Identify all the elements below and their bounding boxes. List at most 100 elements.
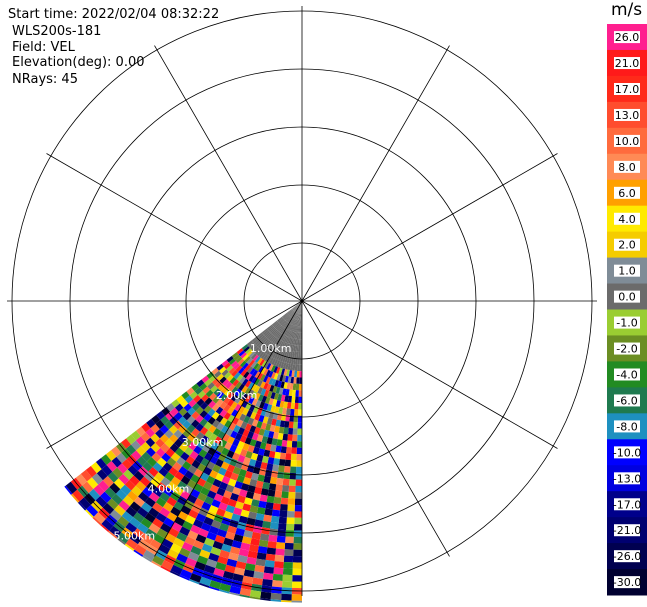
velocity-bin xyxy=(295,338,298,346)
elevation-text: Elevation(deg): 0.00 xyxy=(12,55,145,70)
velocity-bin xyxy=(299,358,302,365)
velocity-bin xyxy=(293,536,302,544)
velocity-bin xyxy=(262,337,268,344)
velocity-bin xyxy=(246,517,256,526)
velocity-bin xyxy=(209,484,219,494)
velocity-bin xyxy=(178,407,188,417)
velocity-bin xyxy=(251,376,258,384)
velocity-bin xyxy=(228,384,236,392)
velocity-bin xyxy=(293,524,302,531)
velocity-bin xyxy=(242,503,252,512)
velocity-bin xyxy=(278,458,286,466)
velocity-bin xyxy=(234,446,243,455)
velocity-bin xyxy=(127,464,139,476)
velocity-bin xyxy=(208,586,220,591)
velocity-bin xyxy=(269,424,276,433)
velocity-bin xyxy=(231,452,240,461)
velocity-bin xyxy=(82,481,94,494)
colorbar-label-bg xyxy=(614,342,640,355)
velocity-bin xyxy=(266,324,273,330)
velocity-bin xyxy=(280,348,285,355)
start-time-text: Start time: 2022/02/04 08:32:22 xyxy=(8,7,220,22)
velocity-bin xyxy=(299,377,302,384)
velocity-bin xyxy=(254,460,262,469)
velocity-bin xyxy=(166,512,178,523)
velocity-bin xyxy=(118,473,130,485)
range-ring-labels: 1.00km 2.00km 3.00km 4.00km 5.00km xyxy=(114,342,292,543)
velocity-bin xyxy=(258,414,265,423)
velocity-bin xyxy=(293,530,302,538)
velocity-bin xyxy=(270,522,279,530)
velocity-bin xyxy=(248,359,255,367)
velocity-bin xyxy=(152,555,165,566)
velocity-bin xyxy=(271,337,278,344)
velocity-bin xyxy=(268,398,274,406)
velocity-bin xyxy=(272,321,279,327)
velocity-bin xyxy=(281,341,286,349)
velocity-bin xyxy=(277,393,283,401)
velocity-bin xyxy=(292,325,295,332)
velocity-bin xyxy=(269,384,275,393)
velocity-bin xyxy=(109,509,122,521)
azimuth-line xyxy=(46,300,303,449)
velocity-bin xyxy=(253,426,261,435)
velocity-bin xyxy=(142,486,153,498)
velocity-bin xyxy=(240,509,250,518)
velocity-bin xyxy=(182,520,193,531)
velocity-bin xyxy=(164,420,174,430)
velocity-bin xyxy=(266,383,272,391)
velocity-bin xyxy=(233,363,240,370)
colorbar-label-bg xyxy=(614,83,640,96)
velocity-bin xyxy=(283,472,290,480)
velocity-bin xyxy=(232,507,243,516)
velocity-bin xyxy=(181,461,192,471)
velocity-bin xyxy=(253,346,260,354)
velocity-bin xyxy=(294,306,299,312)
velocity-bin xyxy=(267,390,273,399)
velocity-bin xyxy=(242,354,249,361)
velocity-bin xyxy=(237,358,245,366)
velocity-bin xyxy=(290,331,294,338)
velocity-bin xyxy=(293,421,298,429)
velocity-bin xyxy=(291,331,295,339)
velocity-bin xyxy=(216,373,224,381)
velocity-bin xyxy=(126,490,138,502)
velocity-bin xyxy=(236,419,244,428)
velocity-bin xyxy=(266,463,274,471)
velocity-bin xyxy=(123,469,134,480)
velocity-bin xyxy=(260,374,266,382)
velocity-bin xyxy=(226,464,236,473)
velocity-bin xyxy=(278,465,285,473)
velocity-bin xyxy=(86,477,99,489)
velocity-bin xyxy=(238,350,246,357)
velocity-bin xyxy=(230,393,238,402)
velocity-bin xyxy=(249,596,261,600)
velocity-bin xyxy=(232,573,244,582)
velocity-bin xyxy=(223,371,232,380)
velocity-bin xyxy=(192,394,202,403)
colorbar-tick-label: -6.0 xyxy=(616,394,637,407)
velocity-bin xyxy=(284,329,289,336)
velocity-bin xyxy=(244,380,252,388)
velocity-bin xyxy=(286,402,292,409)
velocity-bin xyxy=(208,525,220,535)
velocity-bin xyxy=(223,510,233,520)
velocity-bin xyxy=(244,423,252,432)
velocity-bin xyxy=(219,583,232,592)
velocity-bin xyxy=(156,410,166,420)
velocity-bin xyxy=(162,501,174,513)
velocity-bin xyxy=(291,396,296,403)
velocity-bin xyxy=(110,446,122,457)
velocity-bin xyxy=(289,383,294,390)
velocity-bin xyxy=(277,360,283,368)
velocity-bin xyxy=(223,537,234,547)
velocity-bin xyxy=(102,502,115,515)
velocity-bin xyxy=(195,406,204,415)
velocity-bin xyxy=(276,353,281,361)
colorbar-label-bg xyxy=(614,160,640,173)
velocity-bin xyxy=(274,406,280,414)
velocity-bin xyxy=(276,324,282,331)
velocity-bin xyxy=(133,470,145,482)
velocity-bin xyxy=(294,306,299,312)
